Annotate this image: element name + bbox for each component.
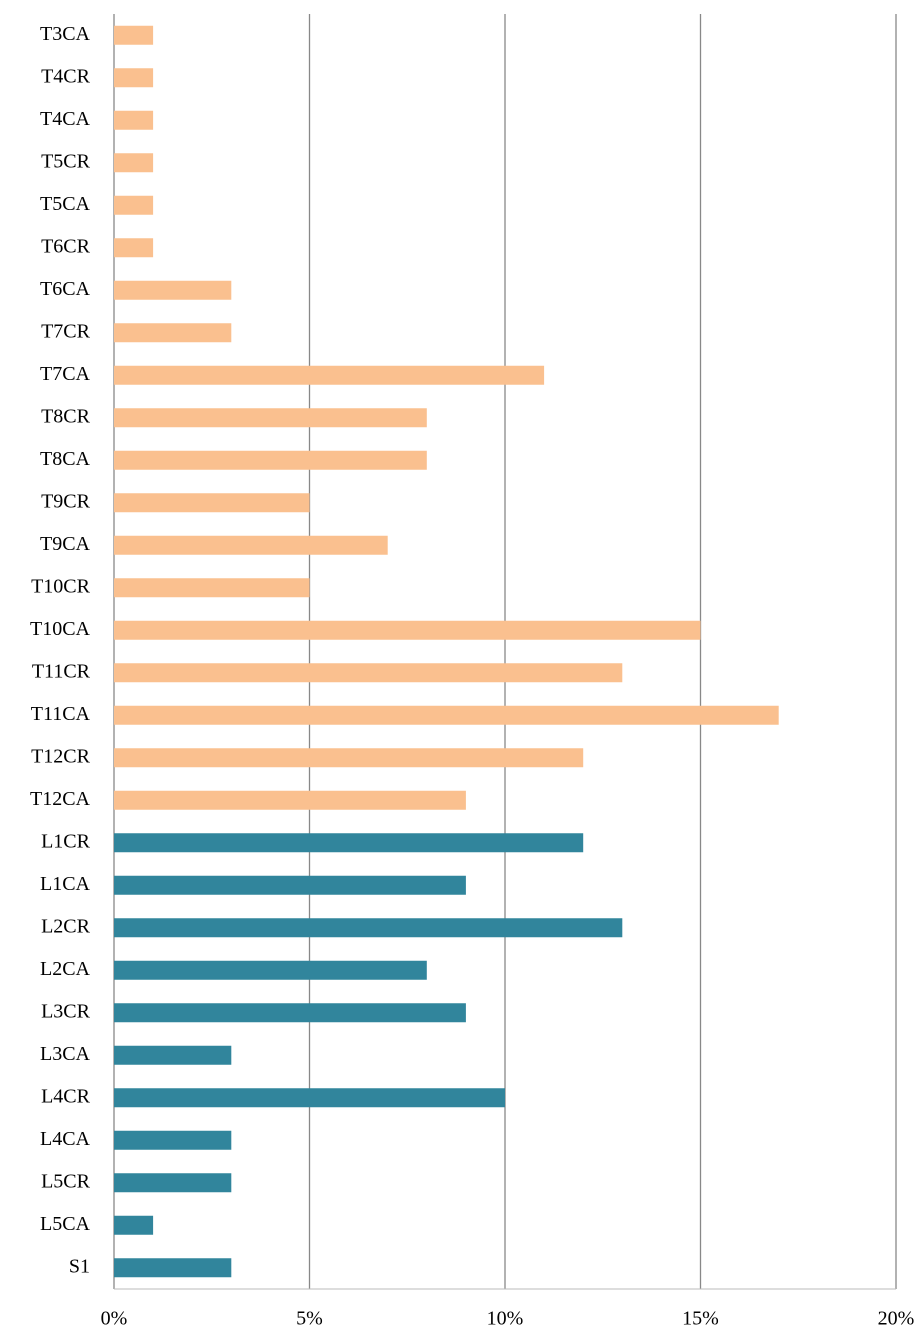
bar bbox=[114, 1088, 505, 1108]
bar bbox=[114, 25, 154, 45]
bar bbox=[114, 918, 623, 938]
bar bbox=[114, 493, 310, 513]
bar bbox=[114, 620, 701, 640]
bar bbox=[114, 1003, 466, 1023]
bar bbox=[114, 790, 466, 810]
bar bbox=[114, 1130, 232, 1150]
bar bbox=[114, 535, 388, 555]
y-tick-label: L4CR bbox=[41, 1085, 91, 1107]
y-tick-label: T6CA bbox=[40, 278, 91, 300]
y-tick-label: L3CA bbox=[40, 1043, 91, 1065]
y-tick-label: T9CA bbox=[40, 533, 91, 555]
y-tick-label: L1CA bbox=[40, 873, 91, 895]
x-tick-label: 20% bbox=[878, 1308, 915, 1330]
y-tick-label: T11CA bbox=[31, 703, 91, 725]
bar bbox=[114, 578, 310, 598]
y-tick-label: T12CR bbox=[31, 745, 91, 767]
bar bbox=[114, 833, 584, 853]
bar bbox=[114, 365, 545, 385]
bar bbox=[114, 960, 427, 980]
bar bbox=[114, 408, 427, 428]
bar bbox=[114, 875, 466, 895]
bar bbox=[114, 280, 232, 300]
y-tick-label: T10CA bbox=[30, 618, 91, 640]
y-tick-label: L5CA bbox=[40, 1213, 91, 1235]
bar bbox=[114, 705, 779, 725]
bar bbox=[114, 1215, 154, 1235]
bar bbox=[114, 195, 154, 215]
bar bbox=[114, 238, 154, 258]
y-tick-label: L1CR bbox=[41, 830, 91, 852]
y-tick-label: L2CR bbox=[41, 915, 91, 937]
x-tick-label: 15% bbox=[682, 1308, 719, 1330]
y-tick-label: T4CA bbox=[40, 108, 91, 130]
y-tick-label: T3CA bbox=[40, 23, 91, 45]
y-tick-label: T4CR bbox=[41, 65, 91, 87]
y-tick-label: L3CR bbox=[41, 1000, 91, 1022]
x-tick-label: 5% bbox=[296, 1308, 323, 1330]
y-tick-label: T5CR bbox=[41, 150, 91, 172]
bar bbox=[114, 450, 427, 470]
y-tick-label: T7CR bbox=[41, 320, 91, 342]
bar bbox=[114, 663, 623, 683]
bar bbox=[114, 110, 154, 130]
y-tick-label: T7CA bbox=[40, 363, 91, 385]
x-tick-label: 0% bbox=[101, 1308, 128, 1330]
bar bbox=[114, 68, 154, 88]
y-tick-label: L4CA bbox=[40, 1128, 91, 1150]
y-tick-label: L2CA bbox=[40, 958, 91, 980]
bar bbox=[114, 1258, 232, 1278]
y-tick-label: T10CR bbox=[31, 575, 91, 597]
y-tick-label: T6CR bbox=[41, 235, 91, 257]
x-tick-label: 10% bbox=[487, 1308, 524, 1330]
y-tick-label: T8CA bbox=[40, 448, 91, 470]
y-tick-label: L5CR bbox=[41, 1170, 91, 1192]
y-tick-label: T11CR bbox=[32, 660, 91, 682]
bar bbox=[114, 748, 584, 768]
bar bbox=[114, 153, 154, 173]
bar bbox=[114, 1045, 232, 1065]
y-tick-label: S1 bbox=[69, 1255, 90, 1277]
y-tick-label: T12CA bbox=[30, 788, 91, 810]
y-tick-label: T8CR bbox=[41, 405, 91, 427]
bar bbox=[114, 1173, 232, 1193]
bar bbox=[114, 323, 232, 343]
y-tick-label: T5CA bbox=[40, 193, 91, 215]
y-tick-label: T9CR bbox=[41, 490, 91, 512]
